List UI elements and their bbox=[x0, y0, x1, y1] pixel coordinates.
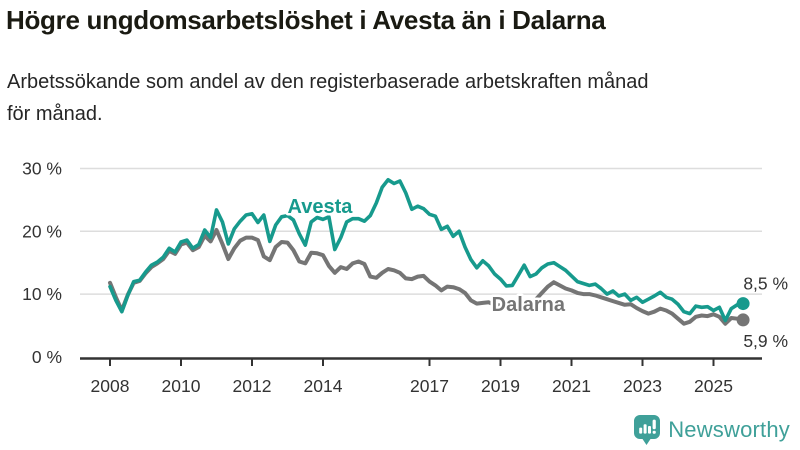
avesta-line bbox=[108, 178, 745, 323]
x-axis-tick-label: 2025 bbox=[694, 376, 733, 396]
dalarna-end-dot bbox=[736, 313, 750, 327]
x-axis-tick-label: 2023 bbox=[623, 376, 662, 396]
avesta-series-label: Avesta bbox=[288, 196, 354, 218]
subtitle-line-1: Arbetssökande som andel av den registerb… bbox=[7, 71, 649, 93]
x-axis-tick-label: 2010 bbox=[162, 376, 201, 396]
y-axis-tick-label: 30 % bbox=[22, 158, 62, 178]
y-axis-tick-label: 0 % bbox=[32, 347, 62, 367]
x-axis-tick-label: 2017 bbox=[410, 376, 449, 396]
newsworthy-logo: Newsworthy bbox=[633, 413, 790, 447]
chart-subtitle: Arbetssökande som andel av den registerb… bbox=[7, 66, 793, 130]
x-axis-tick-label: 2012 bbox=[233, 376, 272, 396]
x-axis-tick-label: 2019 bbox=[481, 376, 520, 396]
y-axis-tick-label: 10 % bbox=[22, 284, 62, 304]
x-axis-tick-label: 2014 bbox=[304, 376, 343, 396]
bar-chart-speech-bubble-icon bbox=[634, 415, 661, 445]
dalarna-series-label: Dalarna bbox=[492, 294, 566, 316]
dalarna-end-value-label: 5,9 % bbox=[743, 331, 788, 351]
y-axis-tick-label: 20 % bbox=[22, 221, 62, 241]
avesta-end-dot bbox=[736, 297, 750, 311]
avesta-end-value-label: 8,5 % bbox=[743, 274, 788, 294]
page-title: Högre ungdomsarbetslöshet i Avesta än i … bbox=[6, 5, 606, 35]
x-axis-tick-label: 2008 bbox=[91, 376, 130, 396]
brand-name: Newsworthy bbox=[668, 417, 790, 442]
subtitle-line-2: för månad. bbox=[7, 103, 103, 125]
x-axis-tick-label: 2021 bbox=[552, 376, 591, 396]
dalarna-line bbox=[108, 228, 746, 326]
